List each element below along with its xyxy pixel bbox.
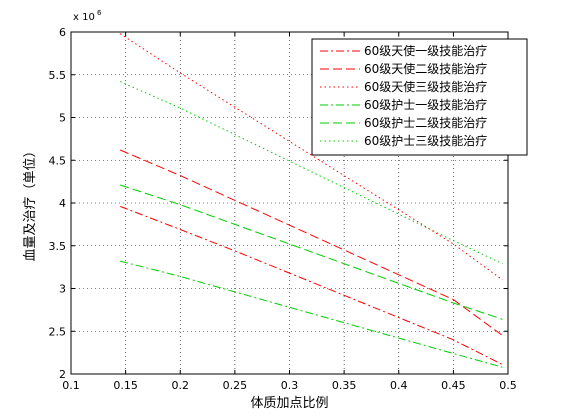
y-tick-label: 6 <box>59 26 66 39</box>
y-tick-label: 4 <box>59 197 66 210</box>
series-line-1 <box>120 205 503 366</box>
y-tick-label: 5 <box>59 112 66 125</box>
x-tick-label: 0.45 <box>441 379 466 392</box>
x-tick-label: 0.3 <box>281 379 299 392</box>
legend-label-2: 60级天使二级技能治疗 <box>364 61 487 76</box>
series-line-6 <box>119 81 503 265</box>
legend-label-4: 60级护士一级技能治疗 <box>364 98 487 112</box>
y-tick-label: 3.5 <box>49 240 67 253</box>
x-axis-label: 体质加点比例 <box>250 396 328 411</box>
x-tick-label: 0.2 <box>172 379 190 392</box>
legend: 60级天使一级技能治疗 60级天使二级技能治疗 60级天使三级技能治疗 60级护士一级… <box>311 38 528 156</box>
legend-label-1: 60级天使一级技能治疗 <box>364 43 487 58</box>
y-tick-label: 2 <box>59 368 66 381</box>
series-line-3 <box>119 33 503 281</box>
legend-label-5: 60级护士二级技能治疗 <box>364 116 487 130</box>
series-line-5 <box>120 184 503 320</box>
x-tick-label: 0.25 <box>223 379 248 392</box>
y-tick-label: 4.5 <box>49 154 67 167</box>
legend-label-6: 60级护士三级技能治疗 <box>364 134 487 148</box>
x-tick-label: 0.35 <box>332 379 357 392</box>
y-axis-multiplier: x 10 6 <box>73 9 102 23</box>
y-axis-label: 血量及治疗（单位） <box>23 144 38 261</box>
series-line-2 <box>120 149 503 336</box>
y-multiplier-exponent: 6 <box>97 9 102 17</box>
x-tick-label: 0.15 <box>113 379 138 392</box>
legend-label-3: 60级天使三级技能治疗 <box>364 79 487 94</box>
x-tick-label: 0.1 <box>62 379 80 392</box>
y-multiplier-base: x 10 <box>73 12 95 23</box>
x-tick-label: 0.5 <box>499 379 517 392</box>
legend-box <box>311 38 528 156</box>
x-tick-label: 0.4 <box>390 379 408 392</box>
y-tick-label: 5.5 <box>49 69 67 82</box>
y-tick-label: 2.5 <box>49 325 67 338</box>
series-lines <box>119 33 503 368</box>
axis-ticks: 0.1 0.15 0.2 0.25 0.3 0.35 0.4 0.45 0.5 2 2.5 3 3.5 4… <box>49 26 517 392</box>
y-tick-label: 3 <box>59 283 66 296</box>
series-line-4 <box>120 260 503 368</box>
